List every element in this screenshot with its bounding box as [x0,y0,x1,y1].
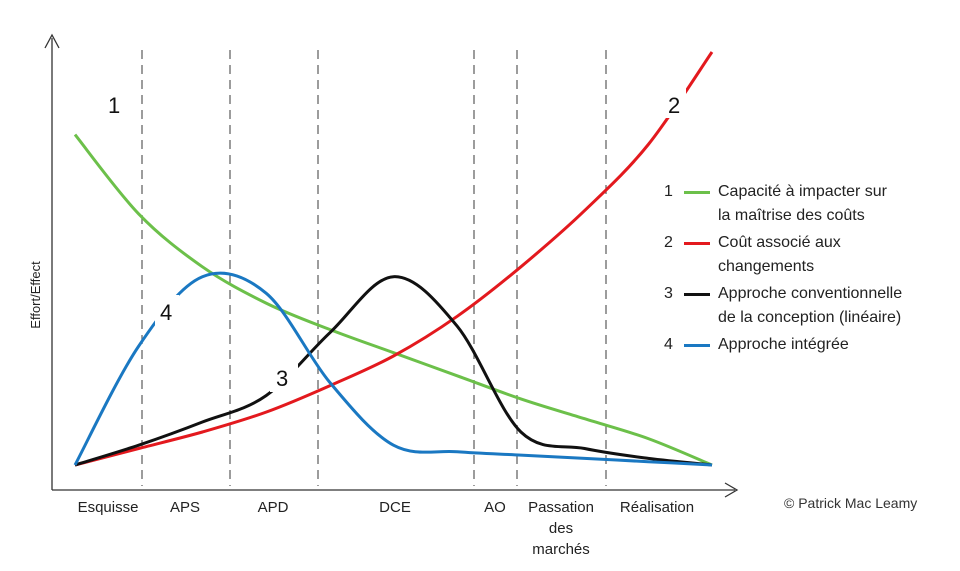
series-line-1 [73,133,713,467]
legend-item: 1 Capacité à impacter sur la maîtrise des … [664,180,954,228]
legend-swatch [684,293,710,296]
legend-swatch [684,344,710,347]
curve-label-4: 4 [160,300,172,325]
legend: 1 Capacité à impacter sur la maîtrise des … [664,180,954,360]
legend-number: 3 [664,285,673,302]
legend-item: 4 Approche intégrée [664,333,954,357]
axes [44,33,739,498]
legend-label: Capacité à impacter sur la maîtrise des c… [718,183,887,224]
phase-label: Réalisation [620,499,694,516]
phase-label: APS [170,499,200,516]
phase-label: des [549,520,573,537]
curve-label-1: 1 [108,93,120,118]
curve-label-2: 2 [668,93,680,118]
phase-label: Passation [528,499,594,516]
phase-label: Esquisse [78,499,139,516]
phase-dividers [141,50,607,486]
x-axis-arrow [724,482,739,498]
y-axis-arrow [44,33,60,49]
legend-label: Approche intégrée [718,336,849,353]
legend-number: 2 [664,234,673,251]
copyright-text: © Patrick Mac Leamy [784,495,918,511]
legend-number: 4 [664,336,673,353]
legend-item: 3 Approche conventionnelle de la conceptio… [664,282,954,330]
series-line-3 [74,275,713,467]
legend-label: Approche conventionnelle de la conception… [718,285,903,326]
legend-swatch [684,191,710,194]
phase-label: AO [484,499,506,516]
legend-label: Coût associé aux changements [718,234,841,275]
phase-label: marchés [532,541,590,558]
phase-labels: Esquisse APS APD DCE AO Passation des marchés Ré… [78,499,695,558]
legend-item: 2 Coût associé aux changements [664,231,954,279]
y-axis-label: Effort/Effect [28,261,43,329]
phase-label: DCE [379,499,411,516]
series-line-2 [74,51,714,467]
phase-label: APD [258,499,289,516]
curve-label-3: 3 [276,366,288,391]
legend-swatch [684,242,710,245]
legend-number: 1 [664,183,673,200]
